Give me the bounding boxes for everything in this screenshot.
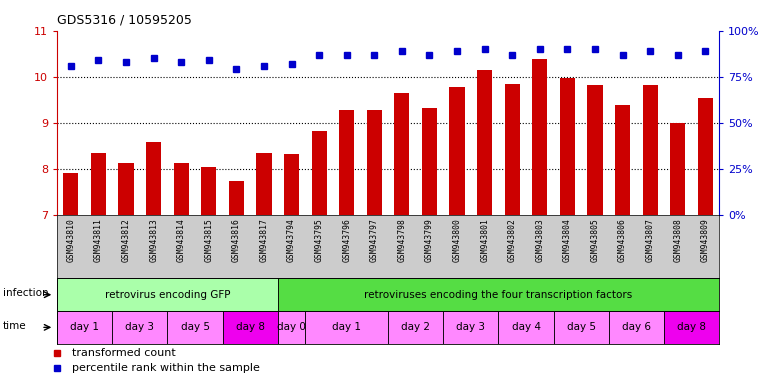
Text: GSM943796: GSM943796 [342, 218, 352, 262]
Bar [311, 131, 326, 215]
Bar [339, 110, 355, 215]
Text: GSM943814: GSM943814 [177, 218, 186, 262]
Bar [256, 153, 272, 215]
Bar [278, 311, 305, 344]
Bar [664, 311, 719, 344]
Bar [615, 105, 630, 215]
Bar [174, 164, 189, 215]
Text: GSM943813: GSM943813 [149, 218, 158, 262]
Text: day 8: day 8 [677, 322, 706, 333]
Bar [670, 123, 686, 215]
Bar [57, 278, 278, 311]
Text: GSM943810: GSM943810 [66, 218, 75, 262]
Text: infection: infection [3, 288, 49, 298]
Bar [505, 84, 520, 215]
Bar [560, 78, 575, 215]
Text: GSM943803: GSM943803 [535, 218, 544, 262]
Bar [119, 164, 134, 215]
Text: GSM943798: GSM943798 [397, 218, 406, 262]
Text: GSM943801: GSM943801 [480, 218, 489, 262]
Text: GSM943802: GSM943802 [508, 218, 517, 262]
Text: GSM943800: GSM943800 [453, 218, 462, 262]
Text: day 1: day 1 [333, 322, 361, 333]
Bar [222, 311, 278, 344]
Text: GSM943811: GSM943811 [94, 218, 103, 262]
Text: time: time [3, 321, 27, 331]
Bar [422, 108, 437, 215]
Text: GSM943795: GSM943795 [314, 218, 323, 262]
Bar [367, 110, 382, 215]
Bar [284, 154, 299, 215]
Bar [642, 84, 658, 215]
Text: GSM943797: GSM943797 [370, 218, 379, 262]
Bar [305, 311, 388, 344]
Text: day 1: day 1 [70, 322, 99, 333]
Text: GSM943815: GSM943815 [204, 218, 213, 262]
Text: GSM943816: GSM943816 [232, 218, 241, 262]
Bar [229, 181, 244, 215]
Text: transformed count: transformed count [72, 348, 176, 359]
Text: day 5: day 5 [567, 322, 596, 333]
Text: day 4: day 4 [511, 322, 540, 333]
Bar [57, 311, 113, 344]
Text: day 2: day 2 [401, 322, 430, 333]
Text: GSM943809: GSM943809 [701, 218, 710, 262]
Bar [477, 70, 492, 215]
Bar [394, 93, 409, 215]
Text: day 3: day 3 [457, 322, 486, 333]
Bar [698, 98, 713, 215]
Text: GSM943794: GSM943794 [287, 218, 296, 262]
Text: GSM943817: GSM943817 [260, 218, 269, 262]
Bar [553, 311, 609, 344]
Bar [91, 153, 106, 215]
Text: day 8: day 8 [236, 322, 265, 333]
Text: day 0: day 0 [277, 322, 306, 333]
Bar [450, 87, 465, 215]
Text: GSM943799: GSM943799 [425, 218, 434, 262]
Bar [278, 278, 719, 311]
Text: retrovirus encoding GFP: retrovirus encoding GFP [105, 290, 230, 300]
Text: GDS5316 / 10595205: GDS5316 / 10595205 [57, 14, 192, 27]
Bar [587, 84, 603, 215]
Bar [63, 173, 78, 215]
Text: GSM943807: GSM943807 [645, 218, 654, 262]
Bar [443, 311, 498, 344]
Bar [113, 311, 167, 344]
Bar [532, 59, 547, 215]
Text: GSM943806: GSM943806 [618, 218, 627, 262]
Bar [201, 167, 216, 215]
Text: GSM943812: GSM943812 [122, 218, 131, 262]
Text: GSM943808: GSM943808 [673, 218, 683, 262]
Text: day 6: day 6 [622, 322, 651, 333]
Text: day 3: day 3 [126, 322, 154, 333]
Bar [388, 311, 443, 344]
Bar [167, 311, 222, 344]
Text: GSM943804: GSM943804 [563, 218, 572, 262]
Bar [146, 142, 161, 215]
Text: GSM943805: GSM943805 [591, 218, 600, 262]
Text: retroviruses encoding the four transcription factors: retroviruses encoding the four transcrip… [365, 290, 632, 300]
Bar [609, 311, 664, 344]
Text: percentile rank within the sample: percentile rank within the sample [72, 363, 260, 373]
Text: day 5: day 5 [180, 322, 209, 333]
Bar [498, 311, 553, 344]
